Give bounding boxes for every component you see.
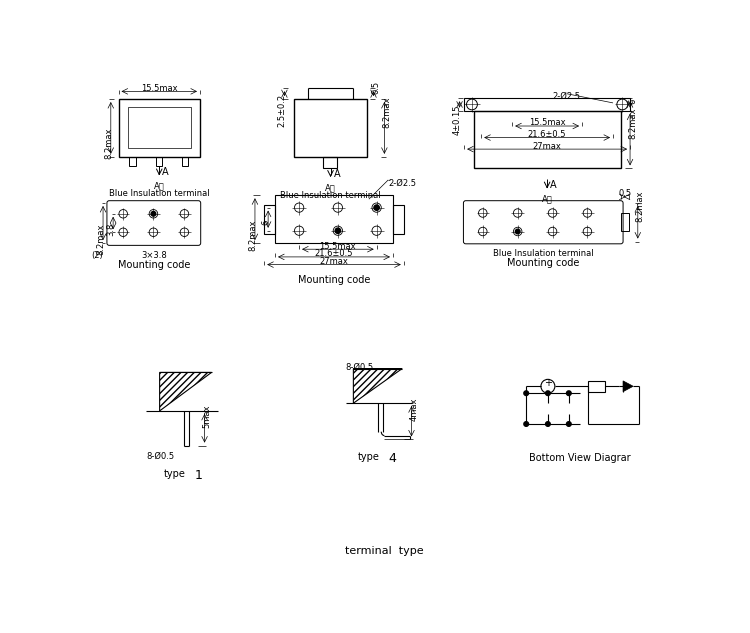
Bar xyxy=(156,157,162,166)
Text: 15.5max: 15.5max xyxy=(141,84,178,93)
Bar xyxy=(294,99,368,157)
Bar xyxy=(588,381,605,392)
Circle shape xyxy=(566,391,572,396)
Text: 2-Ø2.5: 2-Ø2.5 xyxy=(388,179,416,187)
Text: 3.8: 3.8 xyxy=(106,223,116,236)
Text: A: A xyxy=(334,169,340,179)
Bar xyxy=(393,204,404,234)
Text: 1: 1 xyxy=(194,468,202,482)
Text: 8.2max: 8.2max xyxy=(248,219,257,251)
Text: 2.5±0.2: 2.5±0.2 xyxy=(278,94,286,127)
Text: 8-Ø0.5: 8-Ø0.5 xyxy=(346,363,374,372)
Circle shape xyxy=(335,228,340,234)
Text: 8.2max: 8.2max xyxy=(382,96,392,128)
Text: A向: A向 xyxy=(154,182,164,191)
Circle shape xyxy=(545,391,550,396)
Text: 4max: 4max xyxy=(410,398,419,422)
Text: type: type xyxy=(164,468,186,479)
Bar xyxy=(323,157,337,168)
Polygon shape xyxy=(623,381,633,392)
Text: 15.5max: 15.5max xyxy=(529,118,566,127)
Text: terminal  type: terminal type xyxy=(345,546,424,556)
Text: 8.2max: 8.2max xyxy=(628,108,637,139)
Text: 8-Ø0.5: 8-Ø0.5 xyxy=(146,452,175,461)
Bar xyxy=(264,204,275,234)
Bar xyxy=(130,157,136,166)
Text: Mounting code: Mounting code xyxy=(118,260,190,270)
Bar xyxy=(473,111,621,168)
Text: +: + xyxy=(544,378,552,388)
Bar xyxy=(182,157,188,166)
Text: Mounting code: Mounting code xyxy=(298,275,370,285)
Text: A: A xyxy=(162,167,169,177)
Text: 0.5: 0.5 xyxy=(618,189,632,198)
Text: 6: 6 xyxy=(261,219,270,225)
Text: A: A xyxy=(550,180,556,191)
Circle shape xyxy=(545,422,550,426)
Text: (2): (2) xyxy=(92,251,103,260)
Circle shape xyxy=(566,422,572,426)
Circle shape xyxy=(151,211,156,216)
Text: 3×3.8: 3×3.8 xyxy=(141,251,166,260)
Text: 6: 6 xyxy=(628,99,637,104)
Text: Bottom View Diagrar: Bottom View Diagrar xyxy=(529,453,631,463)
Text: 2-Ø2.5: 2-Ø2.5 xyxy=(553,92,580,101)
Text: 4: 4 xyxy=(388,452,396,465)
Text: 8.2max: 8.2max xyxy=(104,128,113,160)
Text: 27max: 27max xyxy=(320,257,349,266)
Text: type: type xyxy=(358,452,380,461)
Text: 8.2max: 8.2max xyxy=(635,191,644,222)
Text: 21.6±0.5: 21.6±0.5 xyxy=(528,130,566,139)
Bar xyxy=(621,213,628,232)
Text: Blue Insulation terminal: Blue Insulation terminal xyxy=(493,249,593,258)
Text: Blue Insulation terminal: Blue Insulation terminal xyxy=(109,189,209,198)
Bar xyxy=(128,107,190,147)
Text: Mounting code: Mounting code xyxy=(507,258,580,268)
Bar xyxy=(464,98,630,111)
Circle shape xyxy=(374,205,380,210)
Circle shape xyxy=(524,422,529,426)
Text: A向: A向 xyxy=(326,183,336,192)
Text: 5max: 5max xyxy=(202,404,211,429)
Circle shape xyxy=(515,229,520,234)
Circle shape xyxy=(524,391,529,396)
Text: 8.2max: 8.2max xyxy=(96,223,105,254)
Bar xyxy=(118,99,200,157)
Bar xyxy=(275,196,393,243)
Text: 4±0.15: 4±0.15 xyxy=(453,104,462,135)
Text: 21.6±0.5: 21.6±0.5 xyxy=(315,249,353,258)
Text: Blue Insulation terminal: Blue Insulation terminal xyxy=(280,191,381,199)
Text: 27max: 27max xyxy=(532,142,562,151)
Text: A向: A向 xyxy=(542,194,553,204)
Text: 0.5: 0.5 xyxy=(371,80,380,94)
Text: 15.5max: 15.5max xyxy=(320,242,356,251)
